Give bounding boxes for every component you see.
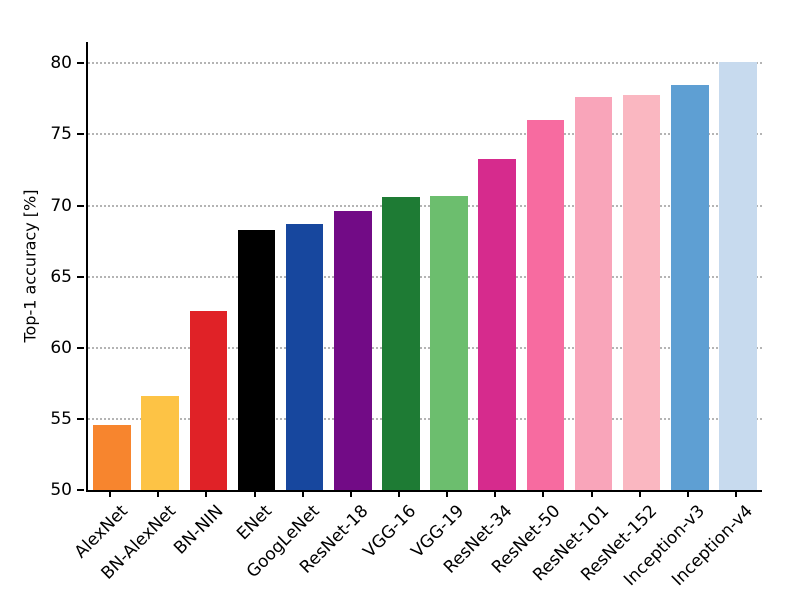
y-tick-mark <box>77 133 84 136</box>
x-tick-mark <box>734 492 737 497</box>
x-tick-mark <box>638 492 641 497</box>
y-tick-mark <box>77 489 84 491</box>
x-tick-mark <box>397 492 400 497</box>
y-tick-label: 60 <box>50 337 72 358</box>
x-tick-label: ENet <box>233 501 276 545</box>
x-tick-mark <box>446 492 449 497</box>
y-tick-mark <box>77 417 84 420</box>
x-tick-label: BN-NIN <box>170 501 228 559</box>
x-tick-mark <box>109 492 112 497</box>
y-tick-mark <box>77 346 84 349</box>
bar-bn-alexnet <box>141 396 179 490</box>
bar-resnet-18 <box>334 211 372 490</box>
x-tick-mark <box>301 492 304 497</box>
y-tick-label: 80 <box>50 53 72 74</box>
x-tick-mark <box>590 492 593 497</box>
bar-bn-nin <box>189 310 228 490</box>
y-tick-label: 75 <box>50 124 72 145</box>
y-tick-label: 70 <box>50 195 72 216</box>
y-tick-mark <box>77 275 84 278</box>
bar-vgg-16 <box>382 197 420 490</box>
plot-area <box>86 42 762 492</box>
gridline <box>88 62 762 65</box>
bar-googlenet <box>285 224 324 490</box>
gridline <box>88 204 762 207</box>
gridline <box>88 275 762 278</box>
bar-inception-v3 <box>671 84 709 490</box>
bar-resnet-152 <box>622 94 661 490</box>
bar-vgg-19 <box>430 195 468 490</box>
bar-resnet-50 <box>526 120 565 490</box>
gridline <box>88 346 762 349</box>
x-tick-label: VGG-16 <box>359 501 421 562</box>
y-tick-mark <box>77 62 84 65</box>
gridlines-layer <box>88 42 762 490</box>
x-tick-mark <box>253 492 256 497</box>
gridline <box>88 417 762 420</box>
x-tick-mark <box>494 492 497 497</box>
bar-enet <box>237 229 276 490</box>
x-tick-mark <box>157 492 160 497</box>
bars-layer <box>88 42 762 490</box>
x-tick-mark <box>349 492 352 497</box>
x-tick-mark <box>205 492 208 497</box>
y-tick-label: 50 <box>50 480 72 500</box>
y-tick-mark <box>77 204 84 207</box>
bar-resnet-101 <box>574 97 613 490</box>
bar-alexnet <box>93 424 131 490</box>
y-tick-label: 55 <box>50 408 72 429</box>
y-tick-label: 65 <box>50 266 72 287</box>
bar-resnet-34 <box>478 158 516 490</box>
x-tick-mark <box>542 492 545 497</box>
bar-inception-v4 <box>719 61 757 490</box>
gridline <box>88 133 762 136</box>
x-tick-mark <box>686 492 689 497</box>
